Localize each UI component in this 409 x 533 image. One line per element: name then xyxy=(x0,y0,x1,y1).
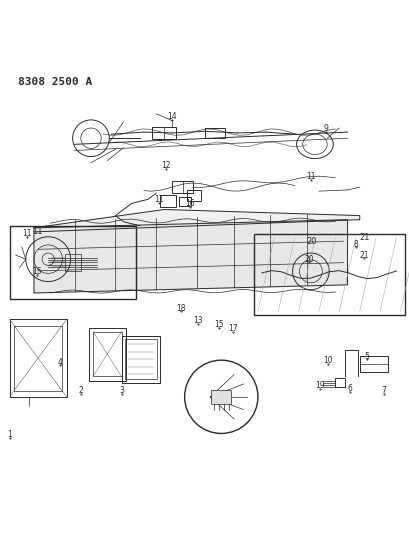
Bar xyxy=(121,336,160,383)
Bar xyxy=(14,326,61,391)
Text: 11: 11 xyxy=(32,227,42,236)
Text: 1: 1 xyxy=(7,430,12,439)
Text: 8: 8 xyxy=(353,240,357,248)
Bar xyxy=(64,254,81,271)
Polygon shape xyxy=(34,209,359,232)
Text: 11: 11 xyxy=(306,172,315,181)
Text: 14: 14 xyxy=(167,112,177,121)
Bar xyxy=(204,128,225,138)
Text: 2: 2 xyxy=(78,386,83,395)
Text: 4: 4 xyxy=(58,358,63,367)
Text: 7: 7 xyxy=(381,386,386,395)
Bar xyxy=(186,190,200,200)
Text: 8308 2500 A: 8308 2500 A xyxy=(18,77,92,87)
Text: 15: 15 xyxy=(214,320,224,329)
Bar xyxy=(359,356,387,373)
Text: 20: 20 xyxy=(306,237,317,246)
Text: 12: 12 xyxy=(161,161,170,170)
Text: 17: 17 xyxy=(227,324,237,333)
Text: 19: 19 xyxy=(314,381,324,390)
Bar xyxy=(93,332,121,376)
Text: 11: 11 xyxy=(154,195,164,204)
Text: 18: 18 xyxy=(175,303,185,312)
Bar xyxy=(9,319,66,397)
Text: 5: 5 xyxy=(364,352,369,361)
Text: 20: 20 xyxy=(303,255,313,264)
Bar xyxy=(172,181,192,193)
Bar xyxy=(253,234,404,316)
Bar xyxy=(152,127,176,140)
Bar xyxy=(335,378,345,386)
Text: 6: 6 xyxy=(346,384,351,393)
Text: 13: 13 xyxy=(192,316,202,325)
Bar xyxy=(160,195,176,207)
Text: 21: 21 xyxy=(359,233,369,242)
Bar xyxy=(89,328,125,381)
Bar xyxy=(9,226,135,299)
Bar xyxy=(124,339,157,379)
Text: 10: 10 xyxy=(322,357,332,366)
Text: 11: 11 xyxy=(22,229,31,238)
Polygon shape xyxy=(34,220,347,293)
Text: 3: 3 xyxy=(119,386,124,395)
Text: 9: 9 xyxy=(323,124,328,133)
Text: 16: 16 xyxy=(184,199,194,208)
Bar xyxy=(178,197,190,206)
Text: 21: 21 xyxy=(358,251,368,260)
Bar xyxy=(211,390,231,404)
Text: 15: 15 xyxy=(32,267,42,276)
